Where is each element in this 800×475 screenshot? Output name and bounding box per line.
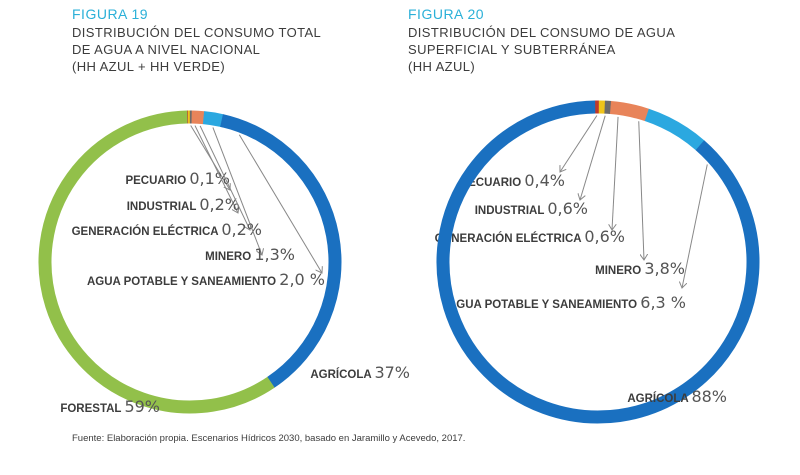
slice-agricola (220, 114, 342, 388)
label-value-agua-potable-y-saneamiento: 6,3 % (640, 293, 686, 312)
label-name-agua-potable-y-saneamiento: AGUA POTABLE Y SANEAMIENTO (87, 276, 279, 288)
label-value-pecuario: 0,4% (524, 171, 565, 190)
label-value-agricola: 37% (374, 363, 410, 382)
figure-20-title: DISTRIBUCIÓN DEL CONSUMO DE AGUA SUPERFI… (408, 25, 676, 74)
label-value-minero: 1,3% (254, 245, 295, 264)
label-agua-potable-y-saneamiento: AGUA POTABLE Y SANEAMIENTO 2,0 % (87, 270, 325, 289)
leader-minero (212, 127, 262, 255)
label-value-industrial: 0,2% (199, 195, 240, 214)
label-name-industrial: INDUSTRIAL (475, 205, 548, 217)
chart-figure-19: PECUARIO 0,1%INDUSTRIAL 0,2%GENERACIÓN E… (38, 110, 410, 416)
slice-minero (609, 101, 650, 122)
label-name-minero: MINERO (205, 251, 254, 263)
label-agricola: AGRÍCOLA 37% (310, 363, 410, 382)
chart-figure-20: PECUARIO 0,4%INDUSTRIAL 0,6%GENERACIÓN E… (435, 100, 760, 424)
label-value-agua-potable-y-saneamiento: 2,0 % (279, 270, 325, 289)
label-generacion-electrica: GENERACIÓN ELÉCTRICA 0,6% (435, 227, 625, 246)
label-name-forestal: FORESTAL (60, 403, 124, 415)
label-name-generacion-electrica: GENERACIÓN ELÉCTRICA (72, 225, 222, 238)
label-pecuario: PECUARIO 0,4% (460, 171, 565, 190)
label-value-pecuario: 0,1% (189, 169, 230, 188)
label-name-pecuario: PECUARIO (460, 177, 524, 189)
label-generacion-electrica: GENERACIÓN ELÉCTRICA 0,2% (72, 220, 262, 239)
label-name-agricola: AGRÍCOLA (310, 368, 374, 381)
label-value-agricola: 88% (691, 387, 727, 406)
leader-pecuario (560, 115, 598, 173)
leader-generacion-electrica (612, 116, 619, 230)
label-value-generacion-electrica: 0,2% (221, 220, 262, 239)
label-agricola: AGRÍCOLA 88% (627, 387, 727, 406)
slice-minero (191, 110, 205, 125)
label-value-minero: 3,8% (644, 259, 685, 278)
label-name-generacion-electrica: GENERACIÓN ELÉCTRICA (435, 232, 585, 245)
label-pecuario: PECUARIO 0,1% (125, 169, 230, 188)
leader-agua-potable-y-saneamiento (682, 164, 708, 288)
label-forestal: FORESTAL 59% (60, 397, 160, 416)
slice-agricola (436, 100, 760, 424)
label-name-agricola: AGRÍCOLA (627, 392, 691, 405)
leader-industrial (580, 115, 606, 200)
label-name-pecuario: PECUARIO (125, 175, 189, 187)
leader-agua-potable-y-saneamiento (238, 134, 322, 273)
label-value-generacion-electrica: 0,6% (584, 227, 625, 246)
label-name-minero: MINERO (595, 265, 644, 277)
label-name-agua-potable-y-saneamiento: AGUA POTABLE Y SANEAMIENTO (448, 299, 640, 311)
slice-forestal (38, 110, 275, 414)
leader-minero (638, 121, 644, 260)
leader-generacion-electrica (199, 125, 250, 230)
slice-agua-potable-y-saneamiento (202, 111, 224, 127)
label-industrial: INDUSTRIAL 0,6% (475, 199, 588, 218)
label-value-forestal: 59% (124, 397, 160, 416)
figure-19-title: DISTRIBUCIÓN DEL CONSUMO TOTAL DE AGUA A… (72, 25, 322, 74)
leader-industrial (194, 125, 238, 213)
slice-agua-potable-y-saneamiento (644, 108, 705, 151)
figure-20-number: FIGURA 20 (408, 6, 485, 22)
source-note: Fuente: Elaboración propia. Escenarios H… (72, 433, 466, 444)
label-agua-potable-y-saneamiento: AGUA POTABLE Y SANEAMIENTO 6,3 % (448, 293, 686, 312)
label-minero: MINERO 3,8% (595, 259, 685, 278)
label-name-industrial: INDUSTRIAL (127, 201, 200, 213)
label-minero: MINERO 1,3% (205, 245, 295, 264)
label-industrial: INDUSTRIAL 0,2% (127, 195, 240, 214)
label-value-industrial: 0,6% (547, 199, 588, 218)
figure-19-number: FIGURA 19 (72, 6, 149, 22)
